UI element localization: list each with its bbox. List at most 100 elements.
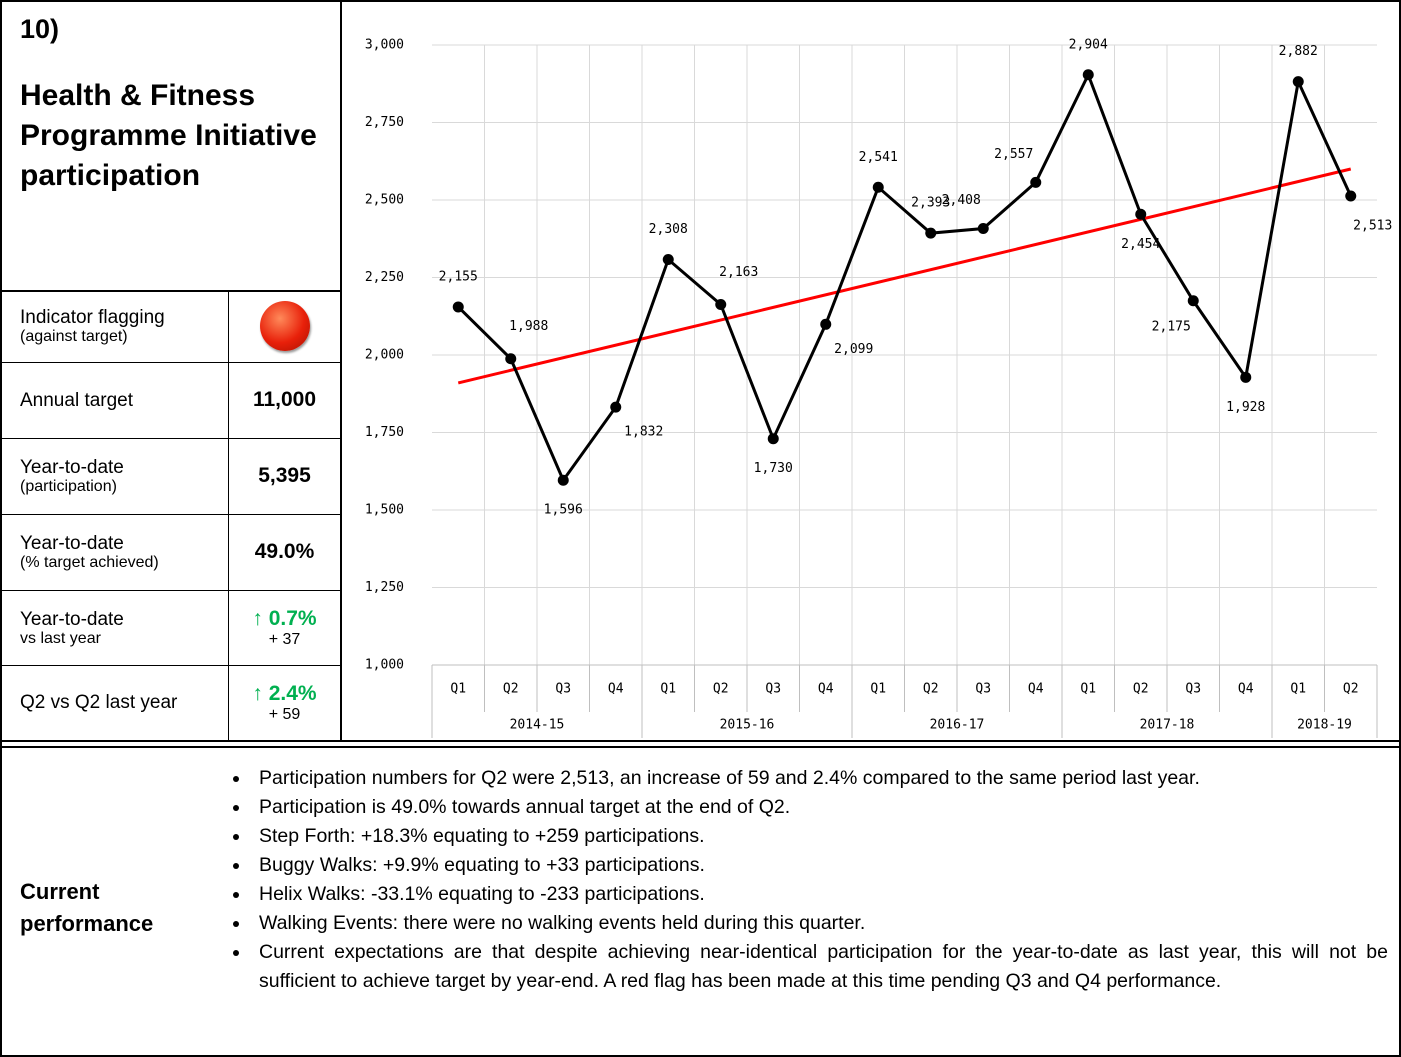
x-tick-label: Q2 [713,682,729,697]
data-label: 2,099 [834,342,873,357]
indicator-value-cell: 11,000 [229,362,340,438]
indicator-name: Year-to-date [20,608,124,630]
y-tick-label: 1,500 [365,503,404,518]
data-point [557,474,569,486]
x-tick-label: Q1 [1080,682,1096,697]
flag-icon [259,301,310,351]
data-point [925,227,937,239]
performance-heading: Current performance [20,879,154,936]
data-label: 1,928 [1226,400,1265,415]
indicator-name: Year-to-date [20,533,124,554]
x-tick-label: Q4 [608,682,624,697]
data-point [1292,76,1304,88]
rule [0,590,340,591]
indicator-value: 11,000 [252,388,317,411]
x-tick-label: Q1 [870,682,886,697]
y-tick-label: 3,000 [365,38,404,53]
x-tick-label: Q3 [555,682,571,697]
indicator-sublabel: (participation) [20,478,117,495]
section-title: Health & Fitness Programme Initiative pa… [20,79,317,192]
indicator-change: + 37 [268,631,301,648]
data-point [1187,295,1199,307]
data-label: 2,882 [1279,44,1318,59]
y-tick-label: 1,750 [365,425,404,440]
rule [228,290,229,740]
y-tick-label: 1,250 [365,580,404,595]
group-label: 2016-17 [930,718,985,733]
group-label: 2017-18 [1140,718,1195,733]
data-point [610,401,622,413]
y-tick-label: 2,500 [365,193,404,208]
rule [0,290,340,292]
indicator-name: Q2 vs Q2 last year [20,692,178,713]
indicator-sublabel: (% target achieved) [20,554,159,571]
x-tick-label: Q2 [923,682,939,697]
rule [0,514,340,515]
bullet: Participation numbers for Q2 were 2,513,… [228,764,1388,793]
indicator-value-cell: 49.0% [229,514,340,590]
data-label: 2,163 [719,265,758,280]
data-point [1240,371,1252,383]
y-tick-label: 2,250 [365,270,404,285]
group-label: 2014-15 [510,718,565,733]
x-tick-label: Q3 [975,682,991,697]
indicator-value-cell [229,290,340,362]
x-tick-label: Q2 [503,682,519,697]
data-label: 2,454 [1121,237,1160,252]
bullet: Participation is 49.0% towards annual ta… [228,793,1388,822]
bullet: Helix Walks: -33.1% equating to -233 par… [228,880,1388,909]
indicator-name: Annual target [20,389,134,411]
group-label: 2018-19 [1297,718,1352,733]
x-tick-label: Q3 [1185,682,1201,697]
data-label: 2,557 [994,147,1033,162]
bullet: Walking Events: there were no walking ev… [228,909,1388,938]
bullet: Step Forth: +18.3% equating to +259 part… [228,822,1388,851]
rule [0,438,340,439]
indicator-value-cell: ↑ 2.4% + 59 [229,665,340,740]
data-label: 2,541 [859,150,898,165]
indicator-value: 5,395 [258,464,311,487]
x-tick-label: Q3 [765,682,781,697]
indicator-value: ↑ 2.4% [252,682,317,705]
indicator-label: Indicator flagging (against target) [20,290,225,362]
data-label: 2,904 [1069,37,1108,52]
indicator-value: ↑ 0.7% [252,607,317,630]
data-label: 1,596 [544,503,583,518]
data-label: 2,408 [942,193,981,208]
indicator-label: Year-to-date vs last year [20,590,225,665]
bullet: Current expectations are that despite ac… [228,938,1388,996]
data-point [1030,176,1042,188]
data-label: 1,988 [509,319,548,334]
data-label: 2,393 [911,196,950,211]
data-point [767,433,779,445]
indicator-value-cell: ↑ 0.7% + 37 [229,590,340,665]
data-point [715,298,727,310]
x-tick-label: Q4 [818,682,834,697]
x-tick-label: Q2 [1133,682,1149,697]
data-point [505,353,517,365]
rule [0,362,340,363]
data-point [820,318,832,330]
x-tick-label: Q4 [1238,682,1254,697]
data-label: 2,308 [649,222,688,237]
x-tick-label: Q1 [660,682,676,697]
indicator-value-cell: 5,395 [229,438,340,514]
indicator-name: Year-to-date [20,457,124,478]
data-point [662,254,674,266]
data-label: 1,730 [754,461,793,476]
data-line [457,70,1353,484]
data-label: 1,832 [624,425,663,440]
indicator-change: + 59 [268,706,301,723]
performance-list: Participation numbers for Q2 were 2,513,… [228,764,1388,996]
section-number: 10) [20,14,60,44]
data-label: 2,513 [1353,218,1392,233]
y-tick-label: 1,000 [365,658,404,673]
y-tick-label: 2,000 [365,348,404,363]
data-point [452,301,464,313]
indicator-name: Indicator flagging [20,307,165,328]
y-tick-label: 2,750 [365,115,404,130]
data-point [977,223,989,235]
indicator-sublabel: (against target) [20,328,128,345]
